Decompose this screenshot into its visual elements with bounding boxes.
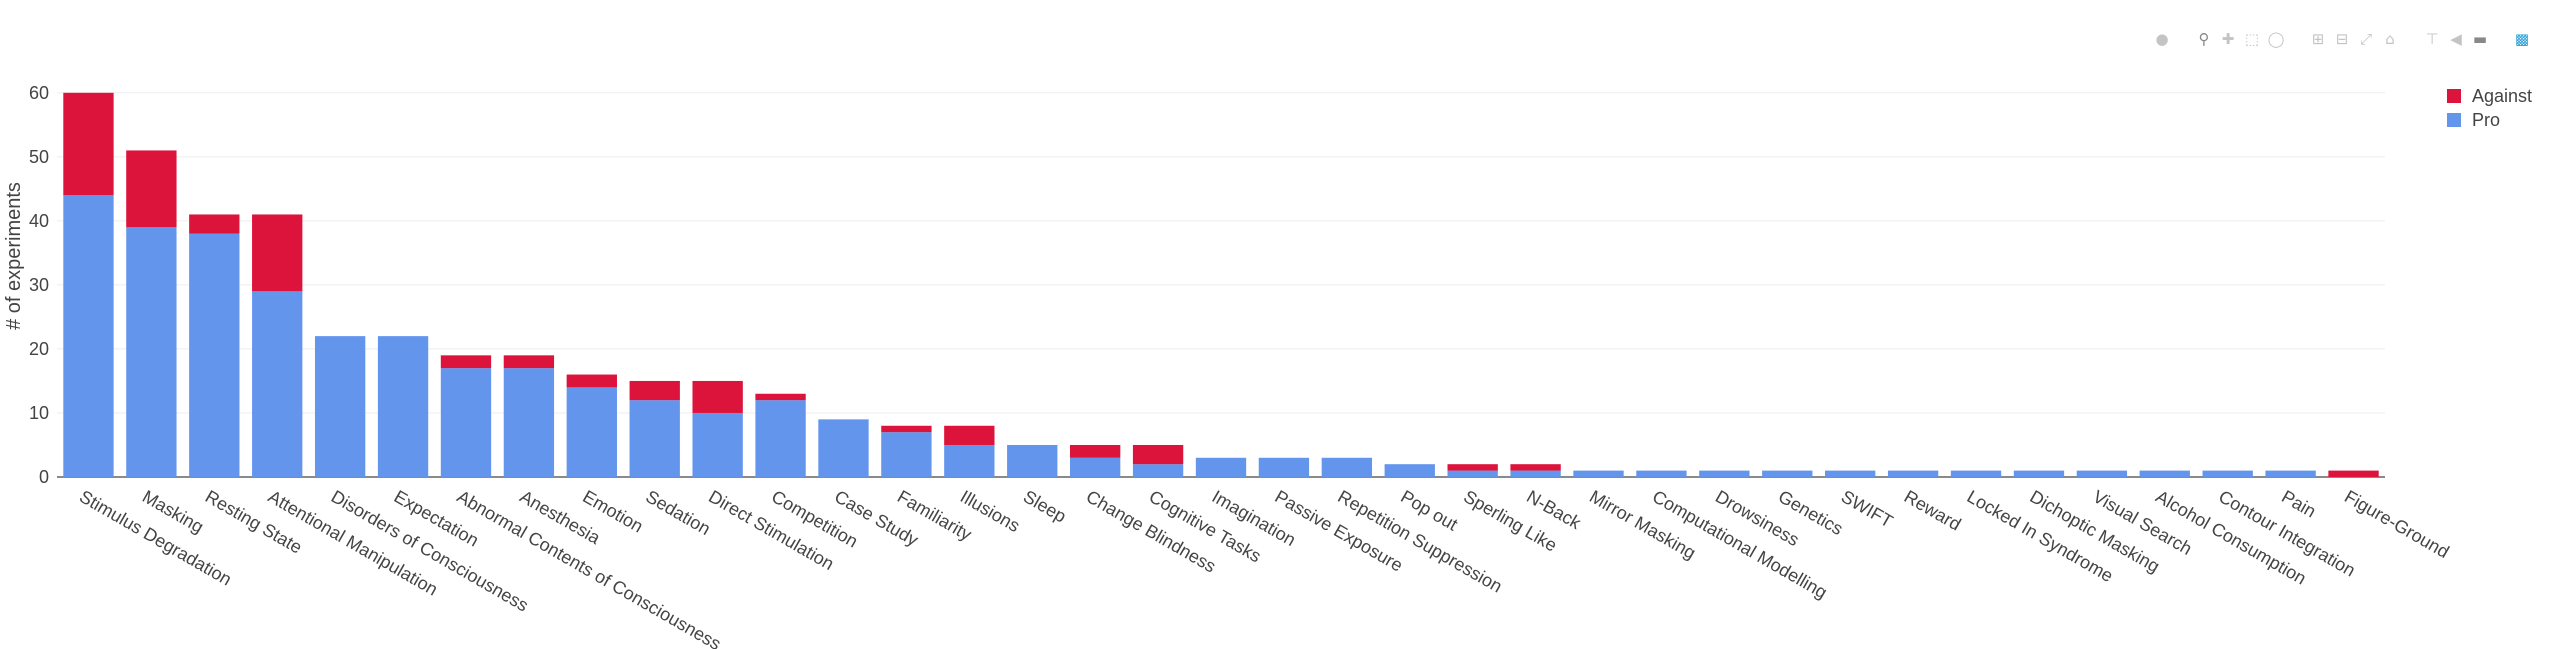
bar-against[interactable]	[1447, 464, 1498, 471]
bar-pro[interactable]	[1384, 464, 1435, 477]
bar-against[interactable]	[692, 380, 743, 413]
bar-pro[interactable]	[314, 336, 366, 477]
pan-icon[interactable]: ✚	[2221, 30, 2235, 48]
bar-pro[interactable]	[1573, 470, 1624, 477]
y-tick-label: 30	[29, 275, 49, 295]
bar-pro[interactable]	[1636, 470, 1687, 477]
bar-pro[interactable]	[1132, 464, 1184, 477]
bar-against[interactable]	[881, 425, 932, 433]
legend: Against Pro	[2447, 86, 2532, 130]
autoscale-icon[interactable]: ⤢	[2359, 30, 2372, 48]
bar-pro[interactable]	[189, 233, 240, 477]
spike-lines-icon[interactable]: ⊤	[2425, 30, 2439, 48]
bar-against[interactable]	[63, 92, 114, 196]
y-axis: 0 10 20 30 40 50 60	[29, 83, 49, 487]
x-tick-label: Pain	[2278, 486, 2319, 521]
zoom-in-icon[interactable]: ⊞	[2311, 30, 2325, 48]
y-tick-label: 20	[29, 339, 49, 359]
camera-icon[interactable]: ●	[2155, 30, 2169, 48]
bar-against[interactable]	[503, 355, 555, 369]
box-select-icon[interactable]: ⬚	[2244, 30, 2260, 48]
x-tick-label: Figure-Ground	[2341, 486, 2452, 562]
bar-pro[interactable]	[2265, 470, 2316, 477]
y-tick-label: 10	[29, 403, 49, 423]
hover-compare-icon[interactable]: ▬	[2472, 30, 2488, 48]
y-tick-label: 0	[39, 467, 49, 487]
hover-closest-icon[interactable]: ◀	[2450, 30, 2462, 48]
bar-pro[interactable]	[126, 227, 177, 477]
y-tick-label: 60	[29, 83, 49, 103]
bar-against[interactable]	[189, 214, 240, 234]
bar-pro[interactable]	[440, 368, 492, 477]
zoom-icon[interactable]: ⚲	[2198, 30, 2210, 48]
legend-swatch[interactable]	[2447, 89, 2461, 103]
bar-pro[interactable]	[2202, 470, 2253, 477]
bar-pro[interactable]	[1762, 470, 1813, 477]
bar-against[interactable]	[629, 380, 680, 401]
bar-pro[interactable]	[2013, 470, 2065, 477]
bar-pro[interactable]	[1950, 470, 2002, 477]
zoom-out-icon[interactable]: ⊟	[2335, 30, 2349, 48]
y-tick-label: 40	[29, 211, 49, 231]
lasso-select-icon[interactable]: ◯	[2267, 30, 2285, 48]
bar-against[interactable]	[1132, 444, 1184, 465]
bar-pro[interactable]	[566, 387, 617, 477]
bar-pro[interactable]	[692, 412, 743, 477]
bar-pro[interactable]	[503, 368, 555, 477]
bar-pro[interactable]	[1258, 457, 1310, 477]
bar-pro[interactable]	[1069, 457, 1121, 477]
bar-pro[interactable]	[1510, 470, 1561, 477]
bars	[63, 92, 2379, 478]
plotly-logo-icon[interactable]: ▩	[2514, 30, 2530, 48]
y-axis-title: # of experiments	[3, 182, 25, 330]
y-tick-label: 50	[29, 147, 49, 167]
bar-pro[interactable]	[1825, 470, 1876, 477]
x-tick-label: Mirror Masking	[1586, 486, 1699, 563]
legend-label[interactable]: Against	[2472, 86, 2532, 106]
bar-pro[interactable]	[252, 291, 303, 477]
x-tick-label: Sedation	[642, 486, 714, 539]
bar-against[interactable]	[126, 150, 177, 228]
bar-pro[interactable]	[1887, 470, 1939, 477]
bar-pro[interactable]	[63, 195, 114, 478]
legend-label[interactable]: Pro	[2472, 110, 2500, 130]
legend-swatch[interactable]	[2447, 113, 2461, 127]
bar-pro[interactable]	[377, 336, 429, 477]
bar-pro[interactable]	[1007, 444, 1058, 477]
bar-pro[interactable]	[1195, 457, 1247, 477]
bar-pro[interactable]	[818, 419, 869, 477]
bar-pro[interactable]	[755, 400, 806, 477]
bar-against[interactable]	[252, 214, 303, 292]
bar-against[interactable]	[1069, 444, 1121, 458]
bar-pro[interactable]	[2076, 470, 2128, 477]
x-tick-label: Sleep	[1020, 486, 1070, 526]
bar-against[interactable]	[440, 355, 492, 369]
bar-pro[interactable]	[1321, 457, 1373, 477]
bar-against[interactable]	[944, 425, 995, 445]
bar-pro[interactable]	[2139, 470, 2190, 477]
bar-pro[interactable]	[629, 400, 680, 477]
bar-pro[interactable]	[881, 432, 932, 477]
x-tick-label: SWIFT	[1838, 486, 1896, 531]
x-tick-label: Reward	[1901, 486, 1965, 534]
bar-against[interactable]	[755, 393, 806, 401]
bar-pro[interactable]	[944, 444, 995, 477]
reset-axes-icon[interactable]: ⌂	[2385, 30, 2395, 48]
bar-against[interactable]	[2328, 470, 2379, 477]
modebar: ● ⚲ ✚ ⬚ ◯ ⊞ ⊟ ⤢ ⌂ ⊤ ◀ ▬ ▩	[2153, 30, 2531, 48]
bar-pro[interactable]	[1699, 470, 1750, 477]
bar-pro[interactable]	[1447, 470, 1498, 477]
bar-against[interactable]	[566, 374, 617, 388]
bar-against[interactable]	[1510, 464, 1561, 471]
